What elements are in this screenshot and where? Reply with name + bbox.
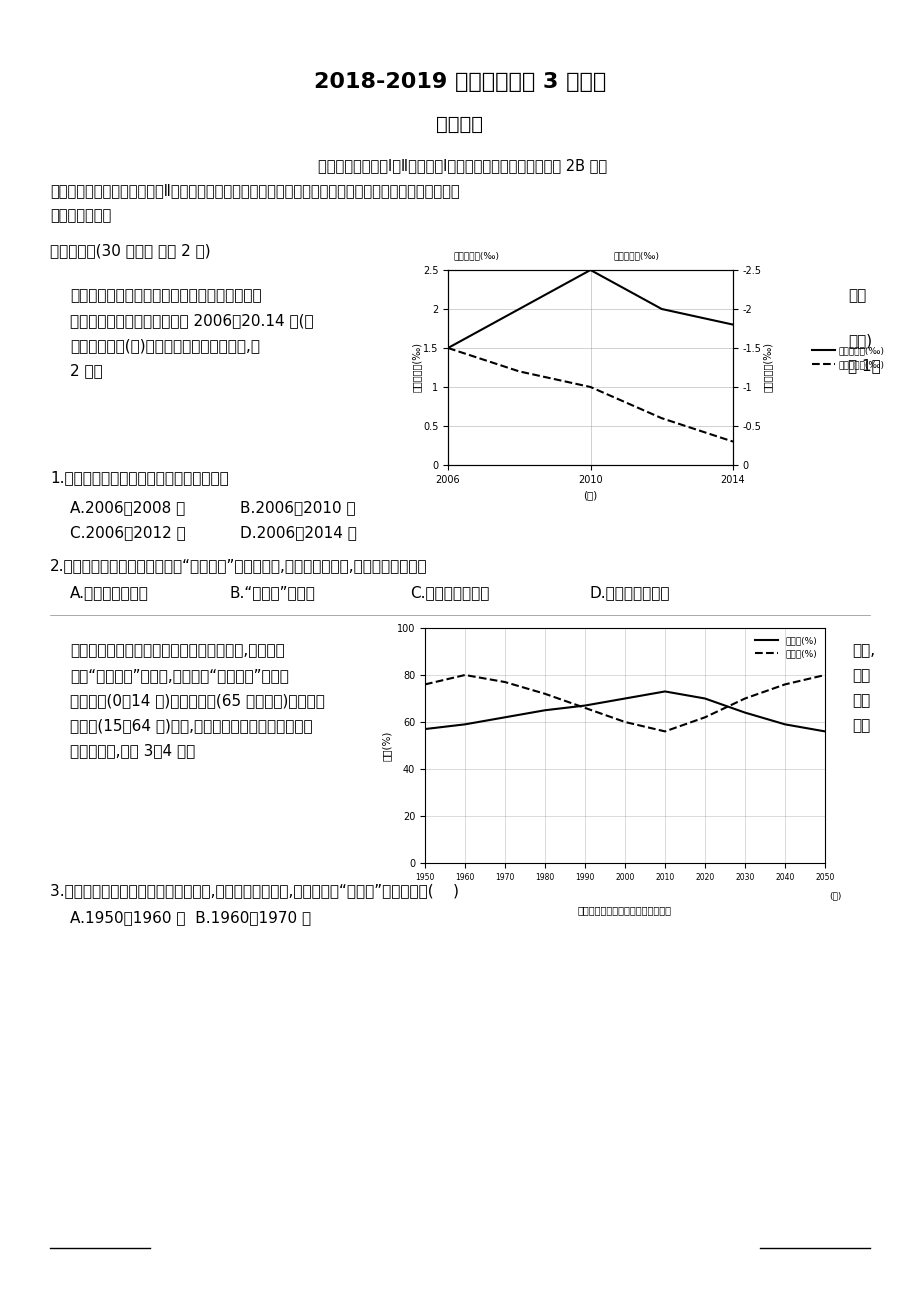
就业比(%)	[739, 704, 750, 720]
就业比(%)	[419, 721, 430, 737]
就业比(%)	[659, 684, 670, 699]
Text: 中国托养比和就业比历史变迁及展望: 中国托养比和就业比历史变迁及展望	[577, 905, 671, 915]
Text: A.环境承载力提高: A.环境承载力提高	[70, 585, 149, 600]
就业比(%)	[618, 690, 630, 706]
Y-axis label: 机械增长率(‰): 机械增长率(‰)	[411, 342, 421, 392]
Text: 数量: 数量	[847, 288, 866, 303]
Text: 人口机械增长是指某地某时段内迁入与迁出人口: 人口机械增长是指某地某时段内迁入与迁出人口	[70, 288, 261, 303]
就业比(%)	[819, 724, 830, 740]
Text: (年): (年)	[828, 891, 841, 900]
Line: 就业比(%): 就业比(%)	[425, 691, 824, 732]
托养比(%)	[618, 715, 630, 730]
托养比(%)	[499, 674, 510, 690]
Text: 涂在答题卡中相应的位置。第Ⅱ卷为非选择题，所有答案必须填在答题卷的相应位置。答案写在试卷上均无: 涂在答题卡中相应的位置。第Ⅱ卷为非选择题，所有答案必须填在答题卷的相应位置。答案…	[50, 184, 460, 198]
就业比(%)	[778, 716, 789, 732]
Text: 出现“人口红利”。反之,可能出现“人口负债”托养比: 出现“人口红利”。反之,可能出现“人口负债”托养比	[70, 668, 289, 684]
Text: 少儿人口(0～14 岁)及老年人口(65 岁及以上)之和与劳: 少儿人口(0～14 岁)及老年人口(65 岁及以上)之和与劳	[70, 693, 324, 708]
Line: 托养比(%): 托养比(%)	[425, 674, 824, 732]
Text: 自然增长率(‰): 自然增长率(‰)	[613, 251, 659, 260]
Text: 是指: 是指	[851, 668, 869, 684]
Text: 2 题：: 2 题：	[70, 363, 103, 378]
就业比(%)	[539, 703, 550, 719]
Text: B.“用工荒”的缓解: B.“用工荒”的缓解	[230, 585, 315, 600]
托养比(%)	[419, 677, 430, 693]
Text: C.2006～2012 年: C.2006～2012 年	[70, 525, 186, 540]
Text: 龄人口(15～64 岁)之比,就业比是指劳动年龄人口与总: 龄人口(15～64 岁)之比,就业比是指劳动年龄人口与总	[70, 717, 312, 733]
Text: A.2006～2008 年: A.2006～2008 年	[70, 500, 185, 516]
Text: 我国东部某省(市)人口增长率变动图。读图,回: 我国东部某省(市)人口增长率变动图。读图,回	[70, 339, 260, 353]
Y-axis label: 自然增长率(‰): 自然增长率(‰)	[762, 342, 772, 392]
托养比(%)	[819, 667, 830, 682]
托养比(%)	[778, 677, 789, 693]
就业比(%)	[499, 710, 510, 725]
托养比(%)	[698, 710, 709, 725]
Text: 2018-2019 学年第二学期 3 月月考: 2018-2019 学年第二学期 3 月月考	[313, 72, 606, 92]
Text: 机械增长率(‰): 机械增长率(‰)	[453, 251, 499, 260]
Text: 答 1～: 答 1～	[847, 358, 879, 372]
Text: 人口: 人口	[851, 717, 869, 733]
Text: 2.十八届五中全会后我国实行了“全面二孩”的生育政策,这一政策的实施,首先显现的效益是: 2.十八届五中全会后我国实行了“全面二孩”的生育政策,这一政策的实施,首先显现的…	[50, 559, 427, 573]
就业比(%)	[698, 690, 709, 706]
Text: 之比。读图,回答 3～4 题：: 之比。读图,回答 3～4 题：	[70, 743, 195, 758]
Text: A.1950～1960 年  B.1960～1970 年: A.1950～1960 年 B.1960～1970 年	[70, 910, 311, 924]
Text: 较低,: 较低,	[851, 643, 874, 658]
Text: D.消费动力的增强: D.消费动力的增强	[589, 585, 670, 600]
Text: 地理试卷: 地理试卷	[436, 115, 483, 134]
Text: C.老龄人口的减少: C.老龄人口的减少	[410, 585, 489, 600]
Text: 3.婴儿潮指的是在某一时期及特定地区,出生率较高的现象,下列年份中“婴儿潮”最明显的是(    ): 3.婴儿潮指的是在某一时期及特定地区,出生率较高的现象,下列年份中“婴儿潮”最明…	[50, 883, 459, 898]
托养比(%)	[539, 686, 550, 702]
Text: D.2006～2014 年: D.2006～2014 年	[240, 525, 357, 540]
Legend: 就业比(%), 托养比(%): 就业比(%), 托养比(%)	[751, 633, 820, 663]
X-axis label: (年): (年)	[583, 491, 597, 500]
Legend: 自然增长率(‰), 机械增长率(‰): 自然增长率(‰), 机械增长率(‰)	[808, 342, 887, 372]
Y-axis label: 比例(%): 比例(%)	[381, 730, 391, 760]
Text: 一个国家的劳动年龄人口占总人口比重较大,托养率比: 一个国家的劳动年龄人口占总人口比重较大,托养率比	[70, 643, 285, 658]
Text: B.2006～2010 年: B.2006～2010 年	[240, 500, 356, 516]
Text: 的差値与总人口之比。下图为 2006～20.14 年(预: 的差値与总人口之比。下图为 2006～20.14 年(预	[70, 312, 313, 328]
Text: 测値): 测値)	[847, 333, 871, 348]
就业比(%)	[459, 716, 470, 732]
Text: 动年: 动年	[851, 693, 869, 708]
Text: 注意：本试卷包含Ⅰ、Ⅱ两卷。第Ⅰ卷为选择题，所有答案必须用 2B 铅笔: 注意：本试卷包含Ⅰ、Ⅱ两卷。第Ⅰ卷为选择题，所有答案必须用 2B 铅笔	[318, 158, 607, 173]
就业比(%)	[579, 698, 590, 713]
托养比(%)	[739, 690, 750, 706]
托养比(%)	[579, 700, 590, 716]
托养比(%)	[659, 724, 670, 740]
托养比(%)	[459, 667, 470, 682]
Text: 效，不予记分。: 效，不予记分。	[50, 208, 111, 223]
Text: 1.图示时期该地人口总数持续增长的年份是: 1.图示时期该地人口总数持续增长的年份是	[50, 470, 229, 486]
Text: 一、选择题(30 小题， 每题 2 分): 一、选择题(30 小题， 每题 2 分)	[50, 243, 210, 258]
